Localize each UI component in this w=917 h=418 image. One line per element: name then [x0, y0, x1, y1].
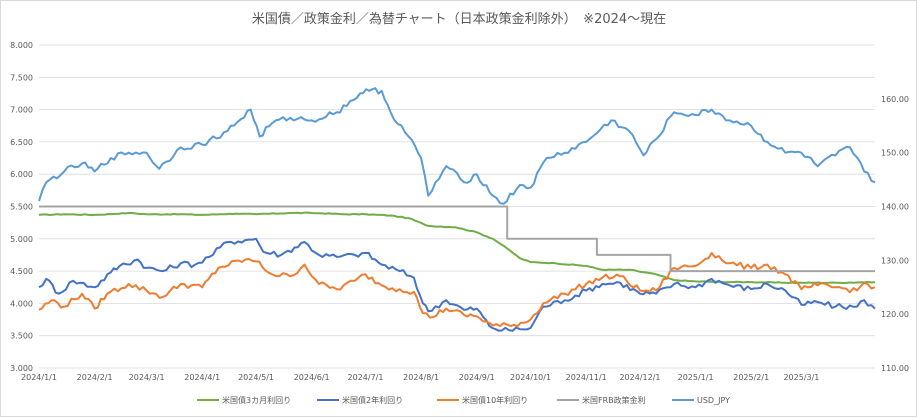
x-tick-label: 2025/1/1: [678, 373, 714, 382]
x-tick-label: 2024/4/1: [184, 373, 220, 382]
left-tick-label: 5.000: [10, 235, 33, 244]
left-tick-label: 4.000: [10, 299, 33, 308]
x-tick-label: 2024/10/1: [510, 373, 551, 382]
x-tick-label: 2024/11/1: [566, 373, 607, 382]
left-tick-label: 7.500: [10, 73, 33, 82]
right-axis-ticks: 110.00 120.00 130.00 140.00 150.00 160.00: [881, 95, 909, 373]
series-line: [38, 211, 876, 284]
left-axis-ticks: 3.000 3.500 4.000 4.500 5.000 5.500 6.000 6.500…: [10, 41, 33, 373]
series-group: [38, 87, 876, 332]
x-tick-label: 2024/12/1: [619, 373, 660, 382]
left-tick-label: 8.000: [10, 41, 33, 50]
x-tick-label: 2024/2/1: [77, 373, 113, 382]
left-tick-label: 7.000: [10, 106, 33, 115]
x-tick-label: 2024/6/1: [294, 373, 330, 382]
right-tick-label: 130.00: [881, 256, 909, 265]
x-tick-label: 2025/3/1: [783, 373, 819, 382]
left-tick-label: 4.500: [10, 267, 33, 276]
series-line: [38, 252, 876, 328]
right-tick-label: 120.00: [881, 310, 909, 319]
right-tick-label: 140.00: [881, 203, 909, 212]
left-tick-label: 3.500: [10, 332, 33, 341]
right-tick-label: 160.00: [881, 95, 909, 104]
x-tick-label: 2024/9/1: [459, 373, 495, 382]
right-tick-label: 150.00: [881, 149, 909, 158]
left-tick-label: 6.000: [10, 170, 33, 179]
x-tick-label: 2024/3/1: [129, 373, 165, 382]
x-tick-label: 2024/8/1: [403, 373, 439, 382]
x-tick-label: 2025/2/1: [733, 373, 769, 382]
x-tick-label: 2024/5/1: [238, 373, 274, 382]
legend-label: 米国FRB政策金利: [582, 395, 646, 405]
legend-label: USD_JPY: [697, 396, 730, 405]
right-tick-label: 110.00: [881, 364, 909, 373]
x-axis-ticks: 2024/1/1 2024/2/1 2024/3/1 2024/4/1 2024/5/1…: [21, 373, 819, 382]
legend: 米国債3カ月利回り 米国債2年利回り 米国債10年利回り 米国FRB政策金利 USD_J…: [197, 395, 730, 405]
left-tick-label: 5.500: [10, 203, 33, 212]
series-line: [38, 87, 876, 205]
series-line: [38, 237, 876, 332]
series-line: [39, 205, 875, 273]
chart-title: 米国債／政策金利／為替チャート（日本政策金利除外） ※2024～現在: [252, 11, 666, 27]
legend-label: 米国債3カ月利回り: [222, 395, 291, 405]
x-tick-label: 2024/7/1: [348, 373, 384, 382]
legend-label: 米国債10年利回り: [462, 395, 528, 405]
left-tick-label: 3.000: [10, 364, 33, 373]
legend-label: 米国債2年利回り: [342, 395, 403, 405]
x-tick-label: 2024/1/1: [21, 373, 57, 382]
left-tick-label: 6.500: [10, 138, 33, 147]
